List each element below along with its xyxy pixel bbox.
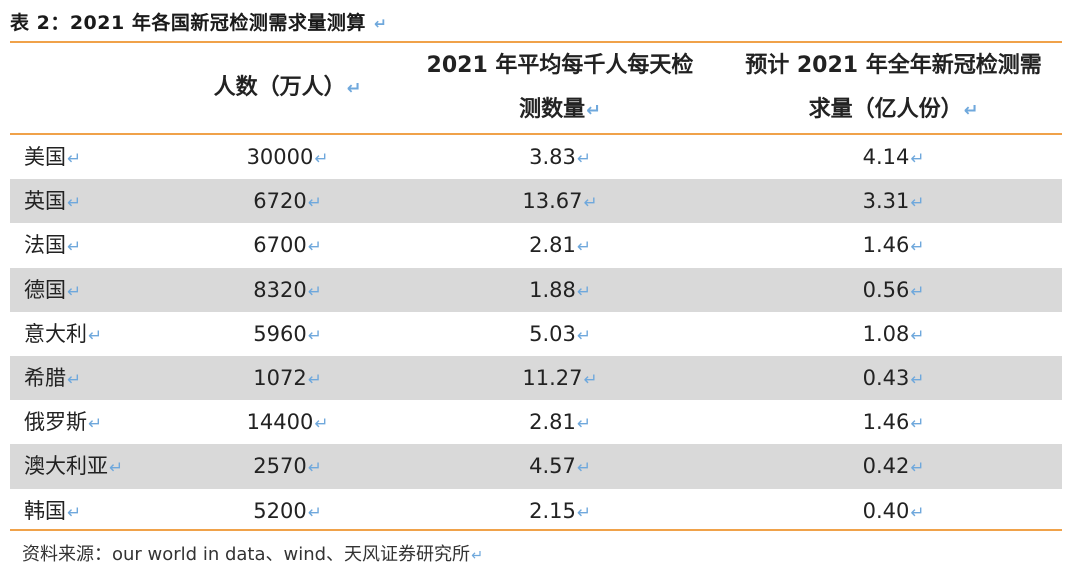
table-title: 表 2：2021 年各国新冠检测需求量测算 ↵ <box>10 12 388 34</box>
return-mark-icon: ↵ <box>471 548 484 564</box>
cell-country: 英国↵ <box>24 189 82 214</box>
return-mark-icon: ↵ <box>88 413 103 434</box>
return-mark-icon: ↵ <box>583 368 598 389</box>
return-mark-icon: ↵ <box>67 280 82 301</box>
cell-daily-tests: 5.03↵ <box>529 321 591 346</box>
cell-country: 意大利↵ <box>24 321 103 346</box>
return-mark-icon: ↵ <box>307 457 322 478</box>
cell-daily-tests: 1.88↵ <box>529 277 591 302</box>
cell-population: 8320↵ <box>253 277 322 302</box>
cell-population: 1072↵ <box>253 365 322 390</box>
return-mark-icon: ↵ <box>307 236 322 257</box>
cell-country: 韩国↵ <box>24 498 82 523</box>
return-mark-icon: ↵ <box>576 501 591 522</box>
return-mark-icon: ↵ <box>307 192 322 213</box>
cell-population: 5960↵ <box>253 321 322 346</box>
return-mark-icon: ↵ <box>576 280 591 301</box>
cell-population: 14400↵ <box>246 410 329 435</box>
return-mark-icon: ↵ <box>314 413 329 434</box>
return-mark-icon: ↵ <box>67 501 82 522</box>
header-annual-demand: 预计 2021 年全年新冠检测需 求量（亿人份）↵ <box>745 53 1042 122</box>
cell-daily-tests: 11.27↵ <box>522 365 598 390</box>
return-mark-icon: ↵ <box>307 368 322 389</box>
return-mark-icon: ↵ <box>373 15 388 33</box>
table-body: 美国↵ 30000↵ 3.83↵ 4.14↵ 英国↵ 6720↵ 13.67↵ … <box>10 135 1062 533</box>
table-row: 希腊↵ 1072↵ 11.27↵ 0.43↵ <box>10 355 1062 401</box>
table-header: 人数（万人）↵ 2021 年平均每千人每天检 测数量↵ 预计 2021 年全年新… <box>10 44 1062 133</box>
cell-daily-tests: 3.83↵ <box>529 145 591 169</box>
cell-population: 5200↵ <box>253 498 322 523</box>
table-row: 美国↵ 30000↵ 3.83↵ 4.14↵ <box>10 135 1062 179</box>
cell-annual-demand: 1.46↵ <box>862 233 925 258</box>
return-mark-icon: ↵ <box>109 457 124 478</box>
return-mark-icon: ↵ <box>67 368 82 389</box>
return-mark-icon: ↵ <box>583 192 598 213</box>
cell-country: 澳大利亚↵ <box>24 454 124 479</box>
cell-country: 德国↵ <box>24 277 82 302</box>
table-row: 韩国↵ 5200↵ 2.15↵ 0.40↵ <box>10 489 1062 533</box>
cell-annual-demand: 3.31↵ <box>862 189 925 214</box>
source-note: 资料来源：our world in data、wind、天风证券研究所↵ <box>22 544 484 565</box>
return-mark-icon: ↵ <box>307 501 322 522</box>
cell-country: 美国↵ <box>24 145 82 169</box>
cell-annual-demand: 0.43↵ <box>862 365 925 390</box>
cell-daily-tests: 4.57↵ <box>529 454 591 479</box>
return-mark-icon: ↵ <box>910 368 925 389</box>
cell-country: 俄罗斯↵ <box>24 410 103 435</box>
return-mark-icon: ↵ <box>576 324 591 345</box>
cell-population: 6720↵ <box>253 189 322 214</box>
header-daily-tests: 2021 年平均每千人每天检 测数量↵ <box>426 53 694 122</box>
cell-annual-demand: 0.40↵ <box>862 498 925 523</box>
cell-annual-demand: 0.56↵ <box>862 277 925 302</box>
table-bottom-rule <box>10 529 1062 531</box>
return-mark-icon: ↵ <box>576 148 591 168</box>
return-mark-icon: ↵ <box>67 192 82 213</box>
cell-daily-tests: 13.67↵ <box>522 189 598 214</box>
return-mark-icon: ↵ <box>67 148 82 168</box>
cell-population: 6700↵ <box>253 233 322 258</box>
table-row: 德国↵ 8320↵ 1.88↵ 0.56↵ <box>10 267 1062 312</box>
return-mark-icon: ↵ <box>576 413 591 434</box>
return-mark-icon: ↵ <box>963 101 979 121</box>
return-mark-icon: ↵ <box>67 236 82 257</box>
cell-daily-tests: 2.81↵ <box>529 233 591 258</box>
header-rule <box>10 133 1062 135</box>
return-mark-icon: ↵ <box>307 280 322 301</box>
return-mark-icon: ↵ <box>910 192 925 213</box>
cell-population: 2570↵ <box>253 454 322 479</box>
return-mark-icon: ↵ <box>910 457 925 478</box>
table-row: 英国↵ 6720↵ 13.67↵ 3.31↵ <box>10 179 1062 224</box>
cell-annual-demand: 1.08↵ <box>862 321 925 346</box>
cell-annual-demand: 0.42↵ <box>862 454 925 479</box>
cell-country: 法国↵ <box>24 233 82 258</box>
cell-annual-demand: 1.46↵ <box>862 410 925 435</box>
cell-population: 30000↵ <box>246 145 329 169</box>
return-mark-icon: ↵ <box>314 148 329 168</box>
cell-annual-demand: 4.14↵ <box>862 145 925 169</box>
return-mark-icon: ↵ <box>910 236 925 257</box>
return-mark-icon: ↵ <box>576 457 591 478</box>
return-mark-icon: ↵ <box>910 324 925 345</box>
return-mark-icon: ↵ <box>910 501 925 522</box>
table-row: 澳大利亚↵ 2570↵ 4.57↵ 0.42↵ <box>10 444 1062 489</box>
table-top-rule <box>10 41 1062 43</box>
table-row: 法国↵ 6700↵ 2.81↵ 1.46↵ <box>10 223 1062 267</box>
cell-country: 希腊↵ <box>24 365 82 390</box>
table-row: 俄罗斯↵ 14400↵ 2.81↵ 1.46↵ <box>10 400 1062 444</box>
cell-daily-tests: 2.15↵ <box>529 498 591 523</box>
table-row: 意大利↵ 5960↵ 5.03↵ 1.08↵ <box>10 312 1062 356</box>
return-mark-icon: ↵ <box>910 280 925 301</box>
return-mark-icon: ↵ <box>346 79 362 99</box>
return-mark-icon: ↵ <box>910 148 925 168</box>
return-mark-icon: ↵ <box>910 413 925 434</box>
return-mark-icon: ↵ <box>576 236 591 257</box>
return-mark-icon: ↵ <box>586 101 601 121</box>
header-population: 人数（万人）↵ <box>213 75 362 100</box>
return-mark-icon: ↵ <box>307 324 322 345</box>
cell-daily-tests: 2.81↵ <box>529 410 591 435</box>
return-mark-icon: ↵ <box>88 324 103 345</box>
